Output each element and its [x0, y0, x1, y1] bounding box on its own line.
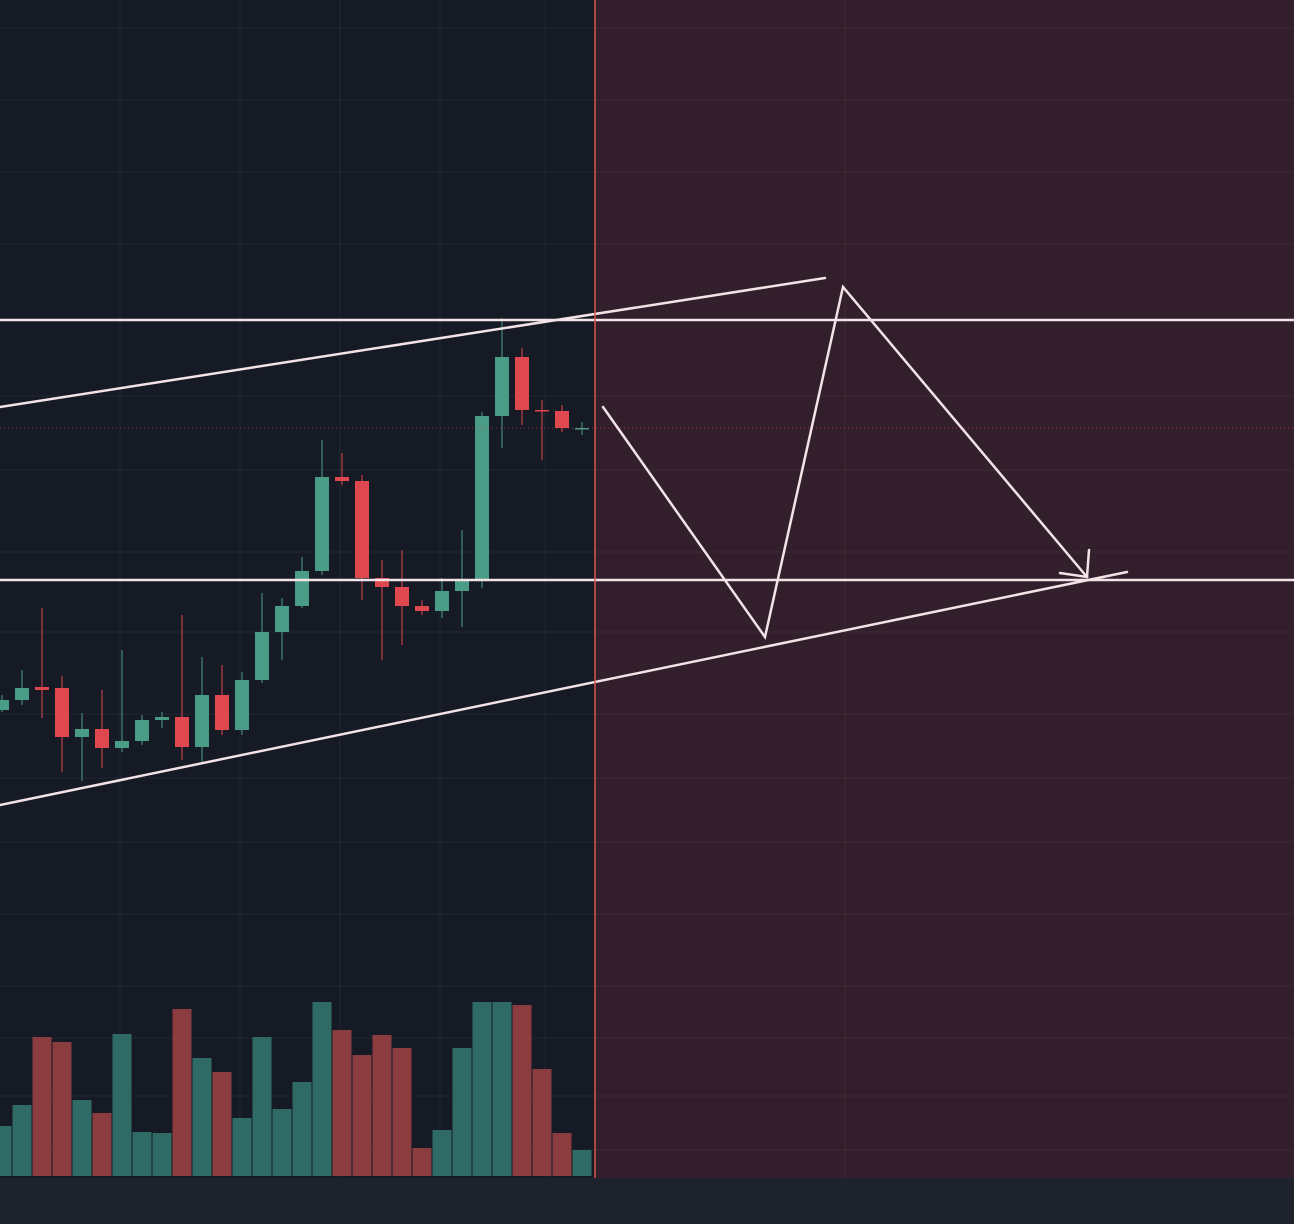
candle-body — [335, 477, 349, 481]
volume-bar — [72, 1100, 92, 1176]
candle-body — [115, 741, 129, 748]
volume-bar — [0, 1126, 12, 1176]
volume-bar — [312, 1002, 332, 1176]
volume-bar — [272, 1109, 292, 1176]
candle-body — [95, 729, 109, 748]
volume-bar — [432, 1130, 452, 1176]
candle-body — [435, 591, 449, 611]
projection-path — [601, 284, 1089, 641]
volume-bar — [292, 1082, 312, 1176]
volume-bar — [552, 1133, 572, 1176]
candle-body — [135, 720, 149, 741]
candle-body — [275, 606, 289, 632]
grid — [0, 0, 1294, 1178]
candle-body — [375, 578, 389, 587]
candle-body — [475, 416, 489, 579]
candle-body — [315, 477, 329, 571]
volume-bar — [212, 1072, 232, 1176]
candle-body — [15, 688, 29, 700]
arrow-head — [1058, 548, 1091, 579]
candle-body — [455, 579, 469, 591]
volume-bar — [12, 1105, 32, 1176]
volume-bar — [492, 1002, 512, 1176]
candle-body — [495, 357, 509, 416]
candle-body — [0, 700, 9, 710]
volume-bar — [332, 1030, 352, 1176]
channel-top — [0, 276, 827, 409]
candle-body — [255, 632, 269, 680]
volume-bar — [112, 1034, 132, 1176]
volume-bar — [252, 1037, 272, 1176]
volume-bar — [572, 1150, 592, 1176]
drawings — [0, 276, 1294, 807]
candle-body — [175, 717, 189, 747]
volume-bar — [92, 1113, 112, 1176]
volume-bar — [172, 1009, 192, 1176]
candle-body — [195, 695, 209, 747]
volume-bar — [352, 1055, 372, 1176]
candle-body — [575, 428, 589, 430]
volume-bar — [452, 1048, 472, 1176]
volume-bar — [52, 1042, 72, 1176]
volume-layer — [0, 1002, 592, 1176]
candle-body — [555, 411, 569, 428]
candle-body — [215, 695, 229, 730]
volume-bar — [152, 1133, 172, 1176]
candle-body — [235, 680, 249, 730]
volume-bar — [192, 1058, 212, 1176]
volume-bar — [232, 1118, 252, 1176]
volume-bar — [532, 1069, 552, 1176]
candle-body — [75, 729, 89, 737]
future-zone — [595, 0, 1294, 1178]
candle-layer — [0, 318, 589, 781]
candle-body — [155, 717, 169, 720]
candle-body — [35, 687, 49, 690]
channel-bottom — [0, 570, 1129, 807]
volume-bar — [472, 1002, 492, 1176]
volume-bar — [392, 1048, 412, 1176]
volume-bar — [132, 1132, 152, 1176]
candle-body — [55, 688, 69, 737]
volume-bar — [512, 1005, 532, 1176]
candle-body — [295, 571, 309, 606]
volume-bar — [412, 1148, 432, 1176]
candle-body — [395, 587, 409, 606]
candle-body — [515, 357, 529, 410]
volume-bar — [32, 1037, 52, 1176]
candle-body — [535, 410, 549, 412]
candle-body — [415, 606, 429, 611]
volume-bar — [372, 1035, 392, 1176]
time-axis-bar — [0, 1178, 1294, 1224]
candle-body — [355, 481, 369, 578]
